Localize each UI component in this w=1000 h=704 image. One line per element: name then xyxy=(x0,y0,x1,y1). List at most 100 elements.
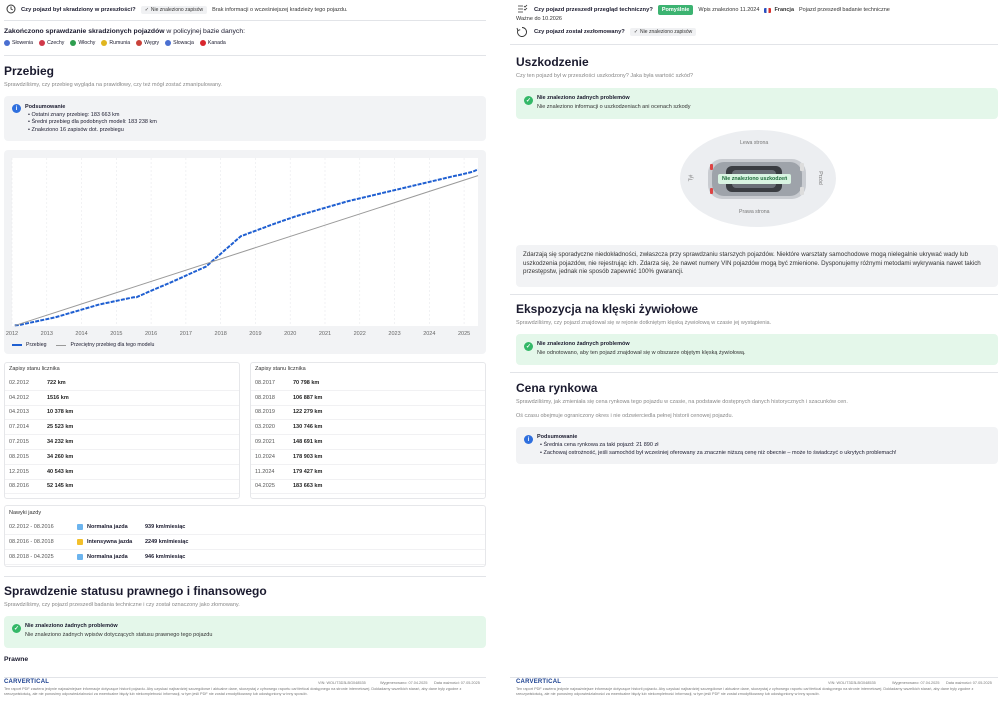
divider xyxy=(510,677,998,678)
plot-area xyxy=(12,158,478,326)
record-km: 1516 km xyxy=(47,394,69,401)
habit-row: 08.2018 - 04.2025 Normalna jazda 946 km/mi… xyxy=(5,550,485,565)
stolen-check-row: Czy pojazd był skradziony w przeszłości?… xyxy=(6,4,348,16)
stolen-chip: ✓ Nie znaleziono zapisów xyxy=(140,6,208,14)
record-km: 10 378 km xyxy=(47,409,74,416)
flag-icon xyxy=(136,40,143,46)
records-title: Zapisy stanu licznika xyxy=(255,366,306,372)
habit-range: 02.2012 - 08.2016 xyxy=(9,524,54,530)
table-row: 08.2015 34 260 km xyxy=(5,450,239,465)
stolen-info: Brak informacji o wcześniejszej kradzież… xyxy=(212,7,348,13)
record-date: 08.2018 xyxy=(255,394,275,401)
record-date: 12.2015 xyxy=(9,468,29,475)
damage-ok-box: ✓ Nie znaleziono żadnych problemów Nie z… xyxy=(516,88,998,119)
disaster-ok-box: ✓ Nie znaleziono żadnych problemów Nie o… xyxy=(516,334,998,365)
mileage-subtitle: Sprawdziliśmy, czy przebieg wygląda na p… xyxy=(4,82,222,88)
record-date: 10.2024 xyxy=(255,453,275,460)
inspection-badge: Pomyślnie xyxy=(657,5,694,15)
country-item: Rumunia xyxy=(101,40,130,46)
habit-row: 08.2016 - 08.2018 Intensywna jazda 2249 km… xyxy=(5,535,485,550)
divider xyxy=(4,677,486,678)
x-tick-label: 2013 xyxy=(41,331,53,337)
habit-rate: 939 km/miesiąc xyxy=(145,524,186,530)
flag-icon xyxy=(101,40,108,46)
divider xyxy=(510,372,998,373)
record-km: 40 543 km xyxy=(47,468,74,475)
habit-label: Normalna jazda xyxy=(87,554,128,560)
stolen-question: Czy pojazd był skradziony w przeszłości? xyxy=(21,7,136,13)
footer-generated: Wygenerowano: 07.04.2025 xyxy=(380,681,428,685)
habit-row: 02.2012 - 08.2016 Normalna jazda 939 km/mi… xyxy=(5,520,485,535)
habit-swatch xyxy=(77,554,83,560)
record-date: 07.2014 xyxy=(9,424,29,431)
carvertical-logo: CARVERTICAL xyxy=(4,679,50,685)
record-km: 722 km xyxy=(47,379,66,386)
record-km: 148 691 km xyxy=(293,439,323,446)
mileage-chart: 2012 2013 2014 2015 2016 2017 2018 2019 2020 2021… xyxy=(6,158,479,337)
scrapped-row: Czy pojazd został zezłomowany? ✓ Nie znal… xyxy=(534,28,697,36)
legal-ok-title: Nie znaleziono żadnych problemów xyxy=(25,623,118,629)
habit-rate: 2249 km/miesiąc xyxy=(145,539,189,545)
car-front-label: Przód xyxy=(816,171,823,185)
inspection-valid: Ważne do 10.2026 xyxy=(516,16,562,22)
footer-disclaimer: Ten raport PDF zawiera jedynie najważnie… xyxy=(4,687,462,696)
record-date: 03.2020 xyxy=(255,424,275,431)
check-circle-icon: ✓ xyxy=(524,96,533,105)
damage-ok-title: Nie znaleziono żadnych problemów xyxy=(537,95,630,101)
market-note: Oś czasu obejmuje ograniczony okres i ni… xyxy=(516,413,734,419)
table-row: 08.2017 70 798 km xyxy=(251,376,485,391)
divider xyxy=(4,576,486,577)
record-date: 08.2017 xyxy=(255,379,275,386)
inspection-row: Czy pojazd przeszedł przegląd techniczny… xyxy=(534,5,890,15)
footer-vin: VIN: WOLIT3D3LBG048535 xyxy=(318,681,366,685)
divider xyxy=(510,294,998,295)
x-tick-label: 2025 xyxy=(458,331,470,337)
table-row: 09.2021 148 691 km xyxy=(251,435,485,450)
no-damage-badge: Nie znaleziono uszkodzeń xyxy=(718,174,792,184)
footer-valid: Data ważności: 07.05.2025 xyxy=(946,681,992,685)
scrapped-chip: ✓ Nie znaleziono zapisów xyxy=(629,28,697,36)
legal-title: Sprawdzenie statusu prawnego i finansowe… xyxy=(4,584,267,598)
market-summary-list: • Średnia cena rynkowa za taki pojazd: 2… xyxy=(540,442,897,457)
country-item: Słowenia xyxy=(4,40,33,46)
table-row: 07.2014 25 523 km xyxy=(5,420,239,436)
records-title: Zapisy stanu licznika xyxy=(9,366,60,372)
x-tick-label: 2016 xyxy=(145,331,157,337)
record-date: 09.2021 xyxy=(255,439,275,446)
record-km: 34 260 km xyxy=(47,453,74,460)
mileage-series-line xyxy=(14,168,479,327)
table-row: 04.2013 10 378 km xyxy=(5,406,239,421)
record-date: 04.2012 xyxy=(9,394,29,401)
country-item: Kanada xyxy=(199,40,226,46)
divider xyxy=(510,44,998,45)
disaster-subtitle: Sprawdziliśmy, czy pojazd znajdował się … xyxy=(516,320,772,326)
check-circle-icon: ✓ xyxy=(524,342,533,351)
record-date: 08.2019 xyxy=(255,409,275,416)
left-page: Czy pojazd był skradziony w przeszłości?… xyxy=(0,0,490,704)
habit-rate: 946 km/miesiąc xyxy=(145,554,186,560)
record-km: 34 232 km xyxy=(47,439,74,446)
habit-swatch xyxy=(77,539,83,545)
records-table-1: Zapisy stanu licznika 02.2012 722 km 04.20… xyxy=(4,362,240,499)
footer-valid: Data ważności: 07.05.2025 xyxy=(434,681,480,685)
france-flag-icon xyxy=(764,7,772,13)
table-row: 02.2012 722 km xyxy=(5,376,239,391)
info-icon: i xyxy=(12,104,21,113)
divider xyxy=(4,20,486,21)
legal-subtitle: Sprawdziliśmy, czy pojazd przeszedł bada… xyxy=(4,602,240,608)
disaster-ok-text: Nie odnotowano, aby ten pojazd znajdował… xyxy=(537,350,746,356)
driving-habits-table: Nawyki jazdy 02.2012 - 08.2016 Normalna j… xyxy=(4,505,486,567)
country-item: Czechy xyxy=(39,40,64,46)
inspection-country: Francja xyxy=(764,7,794,13)
carvertical-logo: CARVERTICAL xyxy=(516,679,562,685)
right-page: Czy pojazd przeszedł przegląd techniczny… xyxy=(510,0,1000,704)
country-item: Włochy xyxy=(70,40,95,46)
inspection-icon xyxy=(516,3,528,17)
divider xyxy=(4,55,486,56)
flag-icon xyxy=(4,40,10,46)
record-date: 08.2015 xyxy=(9,453,29,460)
summary-item: • Zachowaj ostrożność, jeśli samochód by… xyxy=(540,449,897,456)
record-km: 183 663 km xyxy=(293,483,323,490)
record-date: 02.2012 xyxy=(9,379,29,386)
record-km: 70 798 km xyxy=(293,379,320,386)
